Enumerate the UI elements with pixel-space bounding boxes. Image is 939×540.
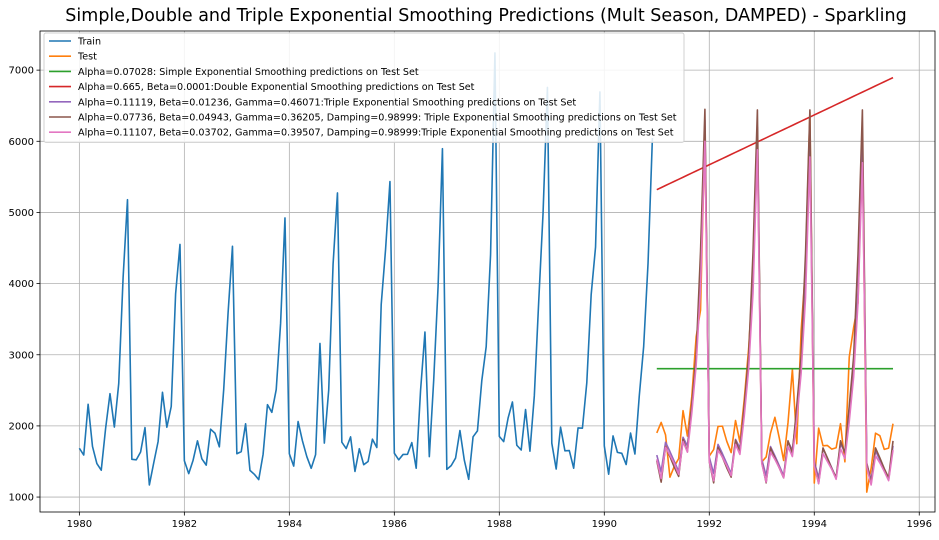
- legend-label-2: Alpha=0.07028: Simple Exponential Smooth…: [78, 67, 419, 78]
- legend-box: [43, 32, 685, 143]
- legend-label-4: Alpha=0.11119, Beta=0.01236, Gamma=0.460…: [78, 97, 576, 108]
- y-tick-label: 2000: [9, 421, 34, 432]
- x-tick-label: 1994: [802, 519, 827, 530]
- y-tick-label: 7000: [9, 66, 34, 77]
- x-tick-label: 1992: [697, 519, 722, 530]
- legend-label-5: Alpha=0.07736, Beta=0.04943, Gamma=0.362…: [78, 113, 677, 124]
- legend-label-1: Test: [77, 52, 97, 63]
- series-line-0: [78, 52, 654, 486]
- x-tick-label: 1980: [67, 519, 92, 530]
- x-tick-label: 1986: [382, 519, 407, 530]
- legend: Train Test Alpha=0.07028: Simple Exponenti…: [43, 32, 685, 143]
- x-axis: 1980 1982 1984 1986 1988 1990 1992 1994 1996: [67, 512, 932, 530]
- x-tick-label: 1990: [592, 519, 617, 530]
- y-tick-label: 1000: [9, 493, 34, 504]
- series-layer: [78, 52, 894, 493]
- legend-label-6: Alpha=0.11107, Beta=0.03702, Gamma=0.395…: [78, 128, 674, 139]
- series-line-3: [656, 76, 894, 191]
- x-tick-label: 1984: [277, 519, 302, 530]
- plot-frame: [39, 30, 936, 513]
- x-tick-label: 1996: [907, 519, 932, 530]
- y-axis: 1000 2000 3000 4000 5000 6000 7000: [9, 66, 40, 504]
- legend-label-0: Train: [77, 37, 101, 48]
- y-tick-label: 3000: [9, 350, 34, 361]
- y-tick-label: 4000: [9, 279, 34, 290]
- chart-title: Simple,Double and Triple Exponential Smo…: [65, 6, 906, 26]
- y-tick-label: 6000: [9, 137, 34, 148]
- x-tick-label: 1982: [172, 519, 197, 530]
- x-tick-label: 1988: [487, 519, 512, 530]
- legend-label-3: Alpha=0.665, Beta=0.0001:Double Exponent…: [78, 82, 475, 93]
- y-tick-label: 5000: [9, 208, 34, 219]
- series-line-6: [656, 140, 894, 486]
